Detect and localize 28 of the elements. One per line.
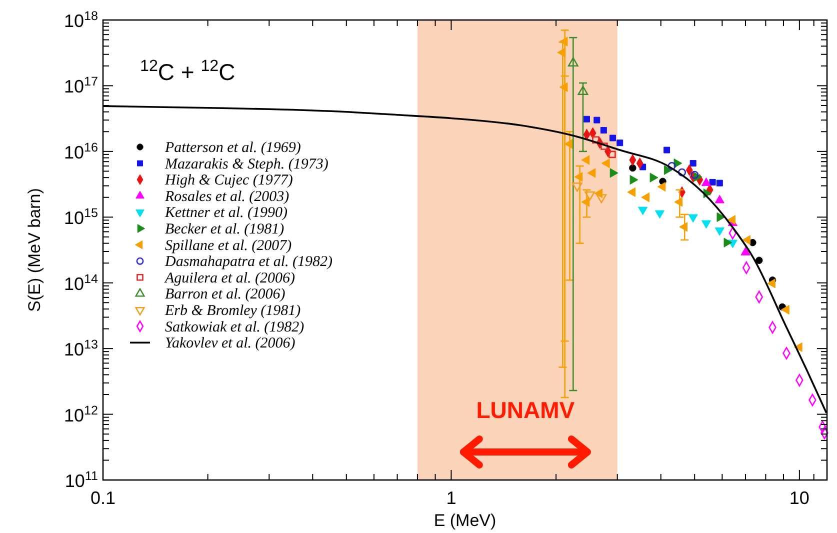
y-tick-label: 10$^{16}$ — [64, 140, 98, 162]
legend-label: Aguilera et al. (2006) — [164, 270, 295, 286]
y-tick-label: 10$^{12}$ — [64, 403, 98, 426]
legend-label: Patterson et al. (1969) — [164, 140, 301, 156]
legend-label: Satkowiak et al. (1982) — [165, 319, 304, 336]
legend-label: High & Cujec (1977) — [164, 172, 293, 189]
legend-label: Kettner et al. (1990) — [164, 205, 288, 222]
y-tick-label: 10$^{11}$ — [64, 469, 98, 491]
legend-label: Barron et al. (2006) — [165, 286, 286, 303]
legend-label: Yakovlev et al. (2006) — [165, 336, 296, 352]
x-tick-label: 10 — [789, 488, 810, 508]
y-tick-label: 10$^{17}$ — [64, 74, 98, 97]
band-label: LUNAMV — [476, 397, 576, 423]
legend-label: Rosales et al. (2003) — [164, 188, 290, 205]
y-axis-title: S(E) (MeV barn) — [25, 188, 44, 312]
y-tick-label: 10$^{15}$ — [64, 206, 98, 228]
legend-label: Erb & Bromley (1981) — [164, 303, 301, 319]
annotation: $^{12}$C + $^{12}$C — [140, 57, 236, 85]
y-tick-label: 10$^{18}$ — [64, 9, 98, 31]
y-tick-label: 10$^{13}$ — [64, 338, 98, 360]
legend-label: Becker et al. (1981) — [165, 222, 284, 238]
legend-label: Mazarakis & Steph. (1973) — [164, 156, 328, 172]
legend-label: Dasmahapatra et al. (1982) — [164, 254, 332, 270]
x-tick-label: 1 — [446, 488, 456, 508]
y-tick-label: 10$^{14}$ — [64, 272, 98, 294]
x-tick-label: 0.1 — [90, 488, 116, 508]
x-axis-title: E (MeV) — [434, 511, 496, 530]
legend-label: Spillane et al. (2007) — [165, 238, 292, 254]
